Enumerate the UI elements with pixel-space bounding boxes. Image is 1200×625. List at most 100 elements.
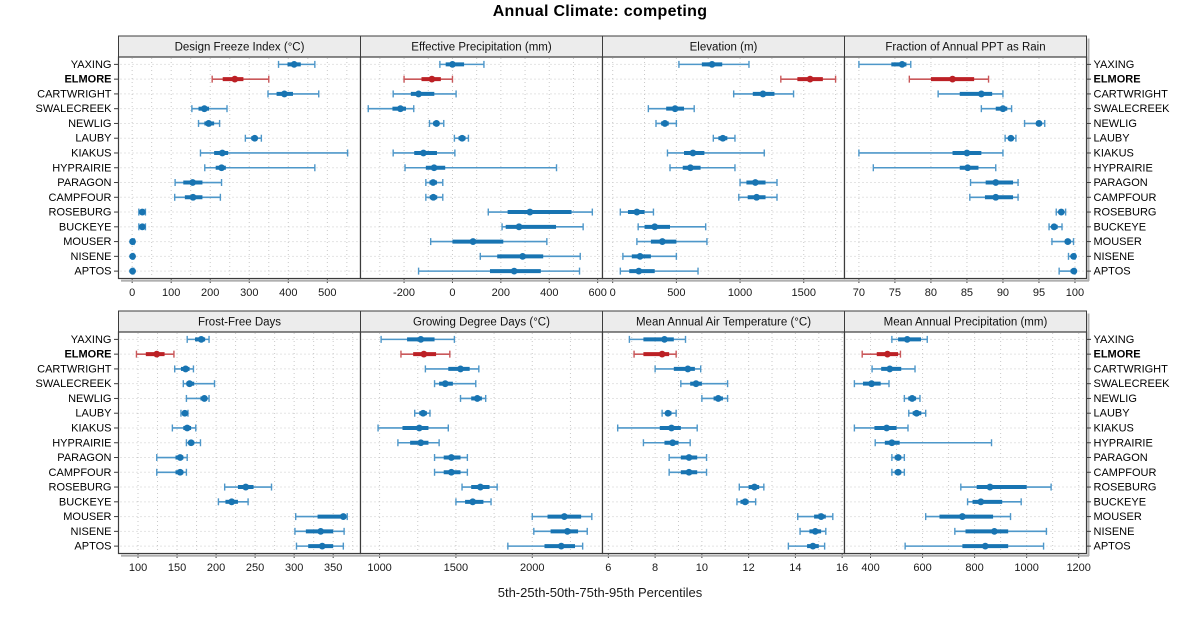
series-kiakus-panel-7 — [853, 424, 909, 432]
station-label-left-yaxing: YAXING — [71, 334, 112, 346]
series-swalecreek-panel-2 — [647, 105, 695, 113]
station-label-right-elmore: ELMORE — [1094, 74, 1141, 86]
series-cartwright-panel-1 — [392, 90, 457, 98]
series-aptos-panel-7 — [904, 542, 1045, 550]
x-tick-label: 600 — [588, 287, 606, 299]
x-tick-label: 1500 — [791, 287, 815, 299]
x-tick-label: 800 — [965, 562, 983, 574]
series-mouser-panel-5 — [531, 513, 593, 521]
x-tick-label: 500 — [667, 287, 685, 299]
station-label-left-cartwright: CARTWRIGHT — [37, 88, 112, 100]
series-newlig-panel-3 — [1023, 119, 1046, 127]
station-label-right-lauby: LAUBY — [1094, 408, 1131, 420]
station-label-left-buckeye: BUCKEYE — [59, 221, 112, 233]
series-buckeye-panel-7 — [966, 498, 1022, 506]
chart-title: Annual Climate: competing — [492, 3, 708, 20]
chart-caption: 5th-25th-50th-75th-95th Percentiles — [497, 585, 703, 600]
station-label-right-swalecreek: SWALECREEK — [1094, 103, 1171, 115]
panel-strip-title: Frost-Free Days — [198, 317, 281, 329]
series-buckeye-panel-5 — [455, 498, 492, 506]
station-label-right-lauby: LAUBY — [1094, 133, 1131, 145]
x-tick-label: 1000 — [1014, 562, 1038, 574]
series-cartwright-panel-3 — [937, 90, 1004, 98]
series-cartwright-panel-2 — [732, 90, 795, 98]
x-tick-label: 14 — [789, 562, 801, 574]
x-tick-label: 0 — [129, 287, 135, 299]
x-tick-label: 1000 — [367, 562, 391, 574]
station-label-left-hyprairie: HYPRAIRIE — [52, 437, 111, 449]
series-cartwright-panel-0 — [267, 90, 320, 98]
series-yaxing-panel-4 — [186, 335, 210, 343]
series-swalecreek-panel-0 — [191, 105, 228, 113]
x-tick-label: -200 — [393, 287, 415, 299]
series-kiakus-panel-5 — [377, 424, 449, 432]
series-kiakus-panel-3 — [858, 149, 1004, 157]
series-nisene-panel-6 — [799, 527, 827, 535]
series-paragon-panel-4 — [156, 454, 188, 462]
series-yaxing-panel-0 — [277, 60, 316, 68]
series-mouser-panel-1 — [429, 238, 548, 246]
x-tick-label: 200 — [201, 287, 219, 299]
series-roseburg-panel-7 — [960, 483, 1052, 491]
panel-strip-title: Mean Annual Air Temperature (°C) — [636, 317, 811, 329]
station-label-right-cartwright: CARTWRIGHT — [1094, 363, 1169, 375]
series-lauby-panel-3 — [1004, 134, 1017, 142]
series-kiakus-panel-6 — [616, 424, 698, 432]
series-hyprairie-panel-3 — [872, 164, 997, 172]
series-hyprairie-panel-5 — [397, 439, 440, 447]
series-campfour-panel-4 — [156, 468, 188, 476]
station-label-right-yaxing: YAXING — [1094, 59, 1135, 71]
station-label-right-kiakus: KIAKUS — [1094, 422, 1134, 434]
panel-2: 0 500 1000 1500 Elevation (m) — [601, 35, 846, 299]
x-tick-label: 1500 — [444, 562, 468, 574]
series-paragon-panel-5 — [433, 454, 469, 462]
series-lauby-panel-4 — [180, 409, 189, 417]
panel-5: 1000 1500 2000 Growing Degree Days (°C) — [359, 310, 604, 574]
x-tick-label: 100 — [1066, 287, 1084, 299]
series-buckeye-panel-3 — [1048, 223, 1063, 231]
series-paragon-panel-0 — [174, 179, 223, 187]
series-mouser-panel-0 — [129, 238, 136, 246]
x-tick-label: 6 — [605, 562, 611, 574]
station-label-left-elmore: ELMORE — [64, 74, 111, 86]
station-label-right-mouser: MOUSER — [1094, 511, 1142, 523]
station-label-left-cartwright: CARTWRIGHT — [37, 363, 112, 375]
station-label-right-nisene: NISENE — [1094, 251, 1135, 263]
series-hyprairie-panel-0 — [204, 164, 316, 172]
station-label-left-paragon: PARAGON — [57, 452, 111, 464]
x-tick-label: 95 — [1033, 287, 1045, 299]
series-campfour-panel-5 — [433, 468, 469, 476]
series-hyprairie-panel-6 — [642, 439, 691, 447]
series-lauby-panel-0 — [244, 134, 263, 142]
station-label-right-aptos: APTOS — [1094, 541, 1131, 553]
station-label-right-campfour: CAMPFOUR — [1094, 467, 1157, 479]
station-label-left-swalecreek: SWALECREEK — [35, 103, 112, 115]
series-hyprairie-panel-2 — [669, 164, 736, 172]
series-swalecreek-panel-6 — [680, 380, 729, 388]
series-paragon-panel-1 — [425, 179, 444, 187]
series-elmore-panel-2 — [780, 75, 837, 83]
series-campfour-panel-1 — [425, 193, 444, 201]
station-label-left-hyprairie: HYPRAIRIE — [52, 162, 111, 174]
series-aptos-panel-1 — [417, 267, 581, 275]
panel-0: 0 100 200 300 400 500 Design Freeze Index (°C) — [117, 35, 362, 299]
series-elmore-panel-5 — [400, 350, 451, 358]
x-tick-label: 400 — [279, 287, 297, 299]
series-yaxing-panel-5 — [380, 335, 456, 343]
station-label-right-mouser: MOUSER — [1094, 236, 1142, 248]
panel-strip-title: Design Freeze Index (°C) — [175, 42, 305, 54]
station-label-left-buckeye: BUCKEYE — [59, 496, 112, 508]
station-label-left-newlig: NEWLIG — [68, 118, 111, 130]
series-newlig-panel-7 — [903, 394, 921, 402]
series-mouser-panel-7 — [924, 513, 1012, 521]
x-tick-label: 400 — [861, 562, 879, 574]
station-label-right-roseburg: ROSEBURG — [1094, 482, 1157, 494]
x-tick-label: 400 — [540, 287, 558, 299]
series-roseburg-panel-3 — [1055, 208, 1067, 216]
series-yaxing-panel-6 — [628, 335, 687, 343]
x-tick-label: 300 — [240, 287, 258, 299]
series-aptos-panel-5 — [507, 542, 584, 550]
series-nisene-panel-7 — [954, 527, 1048, 535]
series-elmore-panel-6 — [633, 350, 677, 358]
